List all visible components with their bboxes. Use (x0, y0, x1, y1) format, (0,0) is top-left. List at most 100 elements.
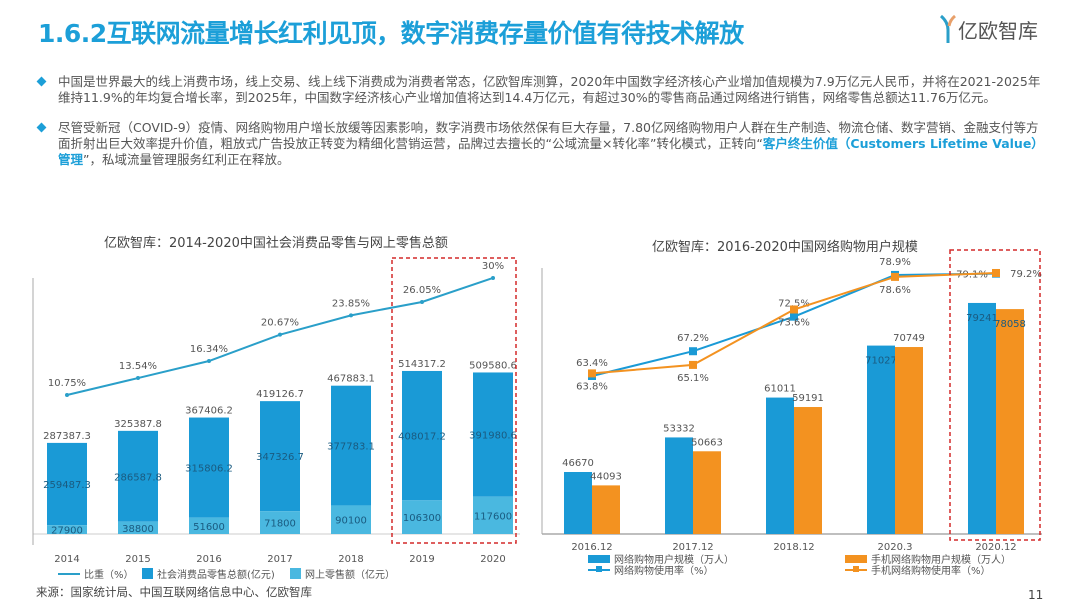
bar-label: 59191 (792, 393, 824, 404)
bar-label: 79241 (966, 313, 998, 324)
line-marker (689, 360, 697, 369)
bar-mobile-users (794, 407, 822, 534)
bar-mobile-users (996, 309, 1024, 534)
legend-item-mobile-users: 手机网络购物用户规模（万人） (845, 551, 1011, 566)
bar-total-segment (331, 385, 371, 506)
bar-total-segment (402, 370, 442, 501)
line-label: 20.67% (261, 318, 299, 329)
line-label: 13.54% (119, 361, 157, 372)
bar-segment-label: 391980.6 (469, 431, 517, 442)
bar-label: 71027 (865, 356, 897, 367)
bar-online (402, 500, 442, 534)
line-label: 78.9% (879, 257, 911, 268)
line-label: 30% (482, 261, 504, 272)
bar-online-label: 38800 (122, 524, 154, 535)
bullet-text-tail: ”，私域流量管理服务红利正在释放。 (83, 152, 290, 167)
line-label: 72.5% (778, 299, 810, 310)
x-tick-label: 2017.12 (672, 542, 713, 553)
x-tick-label: 2015 (125, 554, 150, 565)
line-marker (790, 312, 798, 321)
bullet-text: 尽管受新冠（COVID-9）疫情、网络购物用户增长放缓等因素影响，数字消费市场依… (58, 120, 1039, 151)
source-note: 来源：国家统计局、中国互联网络信息中心、亿欧智库 (36, 585, 312, 599)
line-point (65, 393, 69, 397)
bar-label: 53332 (663, 423, 695, 434)
bar-label: 50663 (691, 437, 723, 448)
bar-total-segment (47, 442, 87, 526)
bar-total-segment (260, 401, 300, 512)
bar-online (189, 517, 229, 534)
bar-total-label: 509580.6 (469, 360, 517, 371)
line-point (136, 376, 140, 381)
bar-online-label: 27900 (51, 526, 83, 537)
line-point (349, 313, 353, 318)
bar-segment-label: 315806.2 (185, 464, 233, 475)
bar-total-label: 367406.2 (185, 406, 233, 417)
bar-segment-label: 377783.1 (327, 442, 375, 453)
page-number: 11 (1028, 588, 1044, 602)
bar-segment-label: 347326.7 (256, 452, 304, 463)
bullet-item: 中国是世界最大的线上消费市场，线上交易、线上线下消费成为消费者常态，亿欧智库测算… (36, 74, 1048, 106)
line-marker (790, 305, 798, 314)
line-marker (588, 369, 596, 378)
bar-total-segment (118, 430, 158, 522)
page-title: 1.6.2互联网流量增长红利见顶，数字消费存量价值有待技术解放 (38, 19, 744, 48)
line-marker (689, 347, 697, 356)
bar-online-label: 90100 (335, 516, 367, 527)
bar-users (564, 472, 592, 534)
bar-users (968, 302, 996, 534)
bar-total-segment (189, 417, 229, 518)
bar-online-label: 117600 (474, 511, 512, 522)
bar-label: 44093 (590, 471, 622, 482)
bar-total-label: 419126.7 (256, 389, 304, 400)
x-tick-label: 2019 (409, 554, 434, 565)
line-marker (992, 268, 1000, 277)
legend-item-mobile-usage: 手机网络购物使用率（%） (845, 562, 991, 577)
line-point (207, 359, 211, 364)
line-label: 26.05% (403, 285, 441, 296)
highlight-box (949, 249, 1041, 541)
legend-item-ratio: 比重（%） (58, 566, 134, 581)
x-tick-label: 2020 (480, 554, 505, 565)
legend-item-online: 网上零售额（亿元） (290, 566, 395, 581)
line-label: 79.2% (1010, 269, 1042, 280)
bar-online (260, 511, 300, 534)
bar-online-label: 71800 (264, 519, 296, 530)
legend-item-usage: 网络购物使用率（%） (588, 562, 714, 577)
bar-label: 46670 (562, 458, 594, 469)
line-label: 63.4% (576, 358, 608, 369)
x-tick-label: 2020.3 (878, 542, 913, 553)
line-label: 79.1% (956, 270, 988, 281)
bar-segment-label: 286587.8 (114, 472, 162, 483)
bar-online (331, 505, 371, 534)
logo: 亿欧智库 (940, 14, 1038, 44)
line-point (420, 299, 424, 304)
bar-online-label: 51600 (193, 522, 225, 533)
x-tick-label: 2014 (54, 554, 79, 565)
bar-total-label: 467883.1 (327, 374, 375, 385)
chart1-title: 亿欧智库：2014-2020中国社会消费品零售与网上零售总额 (104, 236, 448, 251)
line-label: 16.34% (190, 344, 228, 355)
bar-segment-label: 259487.3 (43, 480, 91, 491)
chart2-title: 亿欧智库：2016-2020中国网络购物用户规模 (652, 240, 918, 255)
line-point (491, 275, 495, 280)
bar-total-label: 287387.3 (43, 431, 91, 442)
legend-item-total: 社会消费品零售总额(亿元) (142, 566, 275, 581)
line-marker (891, 272, 899, 281)
x-tick-label: 2020.12 (975, 542, 1016, 553)
legend-item-users: 网络购物用户规模（万人） (588, 551, 734, 566)
bar-mobile-users (693, 451, 721, 534)
bar-online (47, 525, 87, 534)
bar-segment-label: 408017.2 (398, 432, 446, 443)
highlight-box (391, 257, 517, 544)
bar-total-segment (473, 372, 513, 497)
bar-users (867, 345, 895, 534)
bullet-text: 中国是世界最大的线上消费市场，线上交易、线上线下消费成为消费者常态，亿欧智库测算… (58, 74, 1041, 105)
bar-online (118, 521, 158, 534)
bar-label: 61011 (764, 384, 796, 395)
line-label: 67.2% (677, 333, 709, 344)
x-tick-label: 2018.12 (773, 542, 814, 553)
bar-online (473, 496, 513, 534)
bar-users (766, 397, 794, 534)
line-label: 63.8% (576, 381, 608, 392)
